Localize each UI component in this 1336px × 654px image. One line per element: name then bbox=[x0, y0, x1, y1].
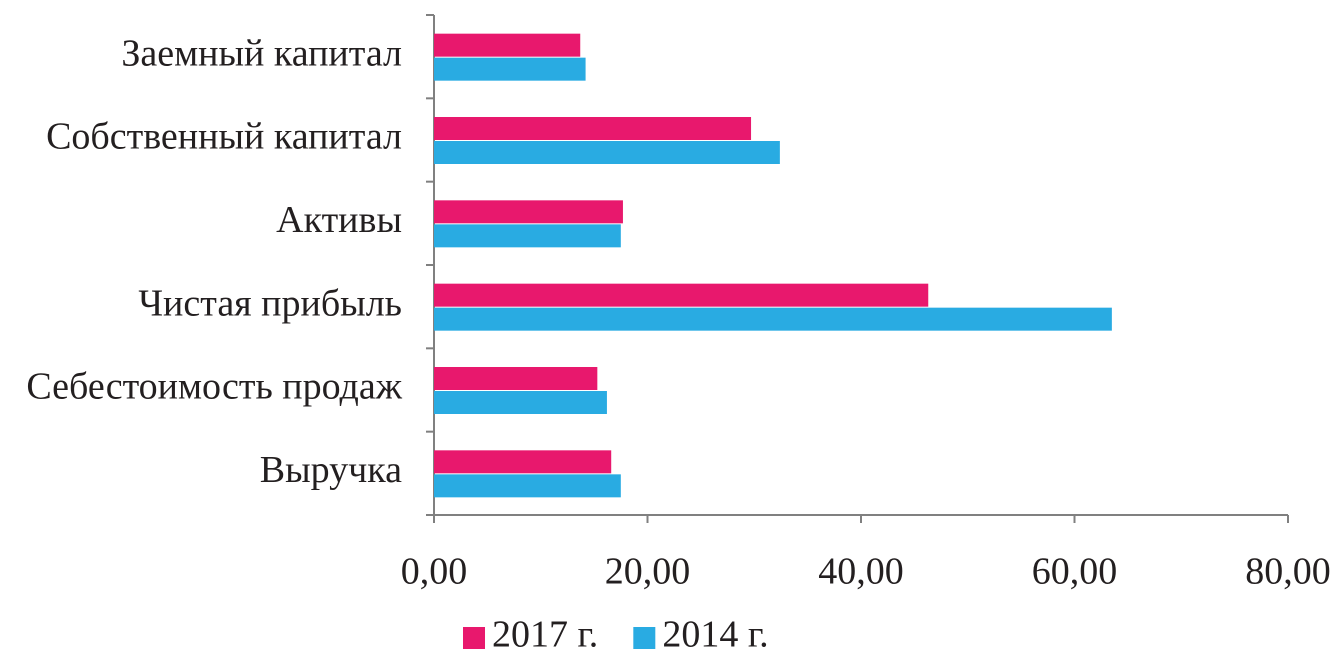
x-tick-label: 60,00 bbox=[1032, 551, 1118, 593]
bar bbox=[434, 57, 586, 81]
bar bbox=[434, 224, 621, 248]
x-tick-label: 20,00 bbox=[605, 551, 691, 593]
x-tick-label: 0,00 bbox=[401, 551, 468, 593]
y-tick-label: Чистая прибыль bbox=[138, 282, 402, 324]
y-tick-label: Себестоимость продаж bbox=[26, 366, 402, 408]
bar bbox=[434, 117, 752, 140]
legend-swatch bbox=[633, 627, 656, 649]
y-tick-label: Заемный капитал bbox=[121, 32, 402, 74]
legend-swatch bbox=[463, 627, 485, 649]
bar bbox=[434, 450, 612, 474]
legend-label: 2017 г. bbox=[492, 614, 598, 654]
x-tick-label: 80,00 bbox=[1245, 551, 1331, 593]
bar bbox=[434, 391, 607, 414]
bar bbox=[434, 200, 623, 224]
y-tick-label: Активы bbox=[276, 199, 402, 241]
bar bbox=[434, 141, 780, 164]
bar bbox=[434, 474, 621, 498]
y-tick-label: Собственный капитал bbox=[46, 116, 402, 158]
bar bbox=[434, 307, 1112, 331]
x-tick-label: 40,00 bbox=[818, 551, 904, 593]
bar bbox=[434, 367, 598, 390]
bar bbox=[434, 283, 929, 307]
y-tick-label: Выручка bbox=[260, 449, 402, 491]
legend-label: 2014 г. bbox=[662, 614, 768, 654]
bar bbox=[434, 33, 581, 57]
